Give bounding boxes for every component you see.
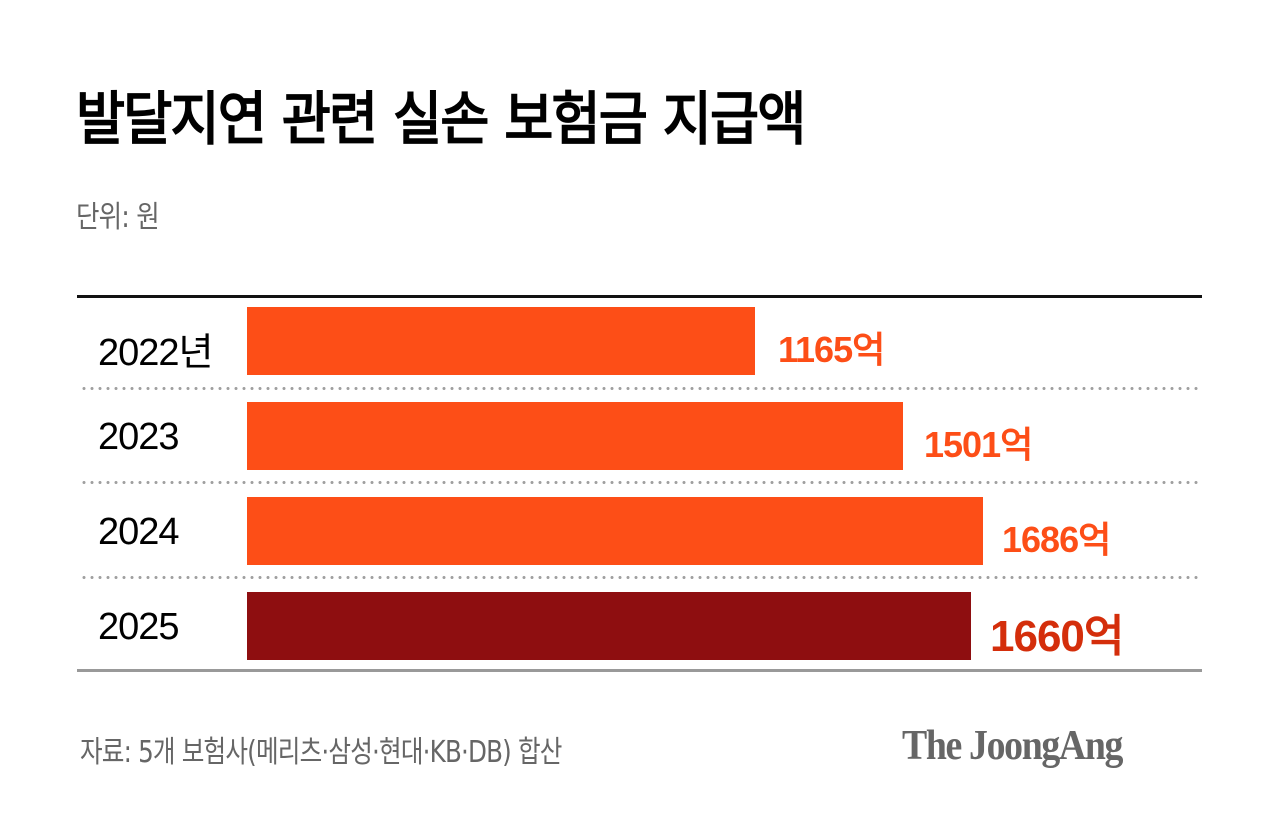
bar-row-2023: 2023 1501억 [0, 402, 1280, 470]
value-label: 1165억 [778, 329, 885, 370]
value-label: 1686억 [1002, 519, 1111, 560]
row-divider [80, 576, 1200, 579]
bar-row-2024: 2024 1686억 [0, 497, 1280, 565]
category-label: 2024 [98, 511, 180, 553]
unit-label: 단위: 원 [76, 200, 160, 235]
source-note: 자료: 5개 보험사(메리츠·삼성·현대·KB·DB) 합산 [80, 735, 562, 770]
bar-2025 [247, 592, 971, 660]
chart-title: 발달지연 관련 실손 보험금 지급액 [76, 85, 806, 153]
bar-2022 [247, 307, 755, 375]
value-label-highlight: 1660억 [990, 612, 1124, 661]
category-label: 2022년 [98, 332, 213, 374]
bar-row-2022: 2022년 1165억 [0, 307, 1280, 375]
bar-row-2025: 2025 1660억 [0, 592, 1280, 661]
row-divider [80, 387, 1200, 390]
publisher-logo: The JoongAng [902, 723, 1123, 769]
bar-2023 [247, 402, 903, 470]
row-divider [80, 481, 1200, 484]
value-label: 1501억 [924, 424, 1033, 465]
bottom-rule [77, 669, 1202, 672]
category-label: 2023 [98, 416, 180, 458]
bar-2024 [247, 497, 983, 565]
top-rule [77, 295, 1202, 298]
category-label: 2025 [98, 606, 180, 648]
